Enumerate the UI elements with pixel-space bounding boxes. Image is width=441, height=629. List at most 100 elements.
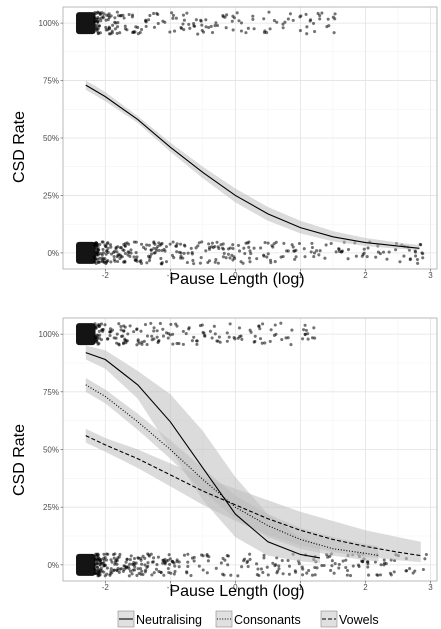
data-point (337, 247, 341, 251)
data-point (159, 262, 163, 266)
data-point (414, 254, 418, 258)
data-point (96, 31, 100, 35)
data-point (148, 256, 152, 260)
data-point (221, 255, 225, 259)
data-point (93, 243, 97, 248)
data-point (310, 245, 314, 250)
data-point (156, 21, 160, 26)
data-point (311, 21, 316, 25)
data-point (147, 243, 151, 247)
data-point (126, 332, 130, 336)
series-line-neutralising (85, 352, 321, 559)
data-point (135, 255, 139, 259)
data-point (424, 552, 428, 557)
data-point (213, 260, 217, 264)
x-tick-label: -2 (102, 583, 110, 592)
data-point (175, 250, 179, 254)
data-point (387, 250, 391, 254)
data-point (99, 19, 103, 23)
data-point (238, 334, 242, 339)
data-point (147, 18, 151, 22)
data-point (236, 574, 240, 578)
data-point (108, 27, 112, 31)
data-point (149, 552, 153, 556)
data-point (192, 22, 196, 26)
data-point (323, 256, 327, 260)
data-point (152, 246, 156, 250)
data-point (132, 330, 136, 334)
data-point (248, 552, 252, 556)
data-point (150, 573, 154, 577)
data-point (185, 260, 189, 265)
data-point (131, 30, 135, 35)
data-point (273, 564, 277, 568)
data-point (167, 553, 171, 557)
data-point (231, 243, 235, 247)
data-point (113, 16, 117, 20)
data-point (273, 260, 277, 264)
data-point (97, 336, 101, 340)
data-point (310, 241, 314, 245)
data-point (102, 561, 106, 565)
data-point (177, 250, 182, 254)
data-point (107, 32, 111, 36)
data-point (147, 554, 151, 558)
data-point (222, 247, 226, 251)
data-point (300, 565, 304, 569)
data-point (337, 566, 341, 570)
data-point (283, 20, 287, 24)
data-point (128, 569, 132, 573)
data-point (134, 251, 138, 255)
data-point (329, 241, 333, 246)
data-point (362, 247, 366, 251)
data-point (152, 326, 156, 330)
data-point (248, 328, 252, 332)
legend-key-consonants (215, 610, 233, 628)
top-chart-y-ticks: 100% 75% 50% 25% 0% (39, 19, 63, 258)
data-point (171, 16, 175, 20)
data-point (152, 11, 156, 15)
data-point (290, 243, 294, 247)
data-point (128, 562, 132, 566)
data-point (118, 567, 122, 571)
data-point (337, 562, 341, 566)
data-point (135, 573, 139, 577)
data-point (246, 26, 250, 30)
data-point (134, 561, 138, 565)
data-point (146, 564, 150, 568)
data-point (261, 570, 265, 575)
top-chart-panel: 100% 75% 50% 25% 0% -2 -1 0 1 2 3 Pause … (11, 6, 438, 288)
data-point (133, 565, 137, 569)
data-point (273, 323, 277, 327)
data-point (135, 343, 139, 347)
data-point (136, 32, 140, 36)
data-point (149, 248, 153, 252)
y-tick-label: 50% (43, 446, 59, 455)
data-point (201, 330, 205, 335)
data-point (143, 556, 147, 560)
data-point (402, 254, 406, 258)
data-point (215, 240, 219, 244)
data-point (124, 566, 128, 570)
data-point (135, 259, 139, 263)
data-point (175, 558, 179, 562)
data-point (113, 552, 117, 556)
data-point (189, 246, 193, 250)
bottom-chart-x-ticks: -2 -1 0 1 2 3 (102, 581, 433, 592)
data-point (164, 245, 168, 249)
data-point (183, 244, 187, 248)
y-tick-label: 100% (39, 330, 59, 339)
data-point (181, 13, 185, 17)
data-point-cluster (76, 241, 96, 264)
data-point (235, 11, 239, 15)
confidence-ribbon (85, 80, 420, 251)
data-point (271, 561, 275, 565)
data-point (379, 563, 383, 567)
data-point (157, 248, 161, 252)
data-point (161, 327, 165, 331)
data-point (279, 321, 283, 325)
data-point (96, 19, 100, 23)
data-point (357, 564, 361, 569)
data-point (155, 335, 159, 339)
data-point (329, 568, 333, 573)
